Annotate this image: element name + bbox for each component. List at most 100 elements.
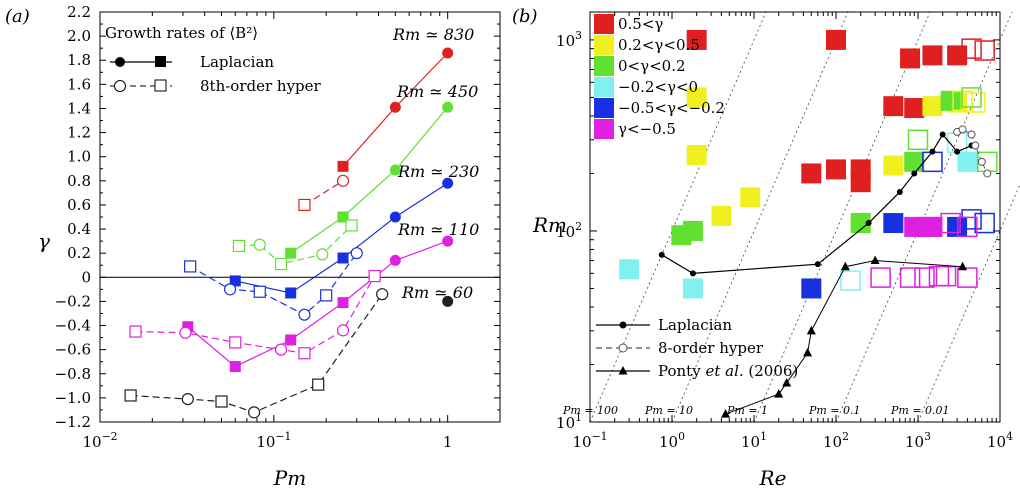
legend-line-label: Laplacian — [658, 316, 732, 334]
a-ytick-label: −1.2 — [55, 413, 91, 431]
hyper-line-rm60 — [130, 293, 383, 413]
filled-square — [883, 155, 904, 176]
panel-a-xlabel: Pm — [273, 466, 306, 490]
open-square — [974, 40, 995, 61]
hyper-square-rm110 — [368, 269, 381, 283]
filled-square — [686, 87, 707, 108]
legend-swatch — [594, 35, 614, 55]
laplacian-dot — [954, 148, 961, 155]
pm-line-label: Pm = 0.01 — [890, 404, 950, 417]
filled-square — [904, 216, 925, 237]
legend-marker-dot — [619, 321, 627, 329]
ponty-triangle — [840, 261, 850, 271]
filled-square — [711, 205, 732, 226]
panel-b-ylabel: Rm — [532, 213, 567, 237]
hyper-circle — [983, 169, 992, 178]
filled-square — [686, 144, 707, 165]
pm-line — [671, 11, 849, 423]
laplacian-line — [661, 133, 972, 274]
a-ytick-label: −0.8 — [55, 365, 91, 383]
open-square — [957, 216, 978, 238]
filled-square — [682, 278, 703, 299]
legend-square-hyper — [154, 79, 167, 92]
laplacian-dot — [658, 251, 665, 258]
laplacian-dot — [939, 131, 946, 138]
open-square — [974, 212, 995, 234]
laplacian-dot-rm830 — [389, 101, 401, 113]
ponty-triangle — [803, 347, 813, 357]
hyper-line-rm830 — [304, 180, 344, 206]
ponty-triangle — [721, 409, 731, 418]
a-ytick-label: 2.0 — [67, 27, 91, 45]
filled-square — [801, 163, 822, 184]
hyper-line-rm230 — [189, 252, 358, 316]
rm-label-60: Rm ≃ 60 — [401, 283, 473, 302]
hyper-square-rm230 — [320, 289, 333, 302]
laplacian-dot — [814, 261, 821, 268]
legend-swatch — [594, 119, 614, 139]
laplacian-square-rm230 — [229, 275, 241, 287]
panel-b-label: (b) — [512, 6, 538, 27]
hyper-circle — [971, 141, 980, 150]
b-ytick-label: 103 — [556, 29, 582, 50]
hyper-circle-rm60 — [248, 406, 261, 419]
legend-label: 0.2<γ<0.5 — [618, 36, 700, 54]
laplacian-square-rm230 — [285, 287, 297, 299]
legend-swatch — [594, 56, 614, 76]
rm-label-830: Rm ≃ 830 — [392, 25, 474, 44]
filled-square — [826, 29, 846, 50]
b-xtick-label: 102 — [823, 430, 849, 451]
filled-square — [850, 213, 871, 234]
hyper-square-rm830 — [298, 198, 311, 212]
ponty-triangle — [782, 378, 792, 387]
legend-circle-hyper — [114, 80, 126, 92]
hyper-square-rm110 — [298, 347, 311, 360]
panel-a: (a) γ Pm −1.2 −1.0 −0.8 −0.6 −0.4 −0.2 0 0.2 0.4… — [5, 3, 501, 490]
a-ytick-label: −1.0 — [55, 389, 91, 407]
hyper-circle — [967, 130, 976, 139]
b-ytick-label: 101 — [556, 411, 582, 432]
rm-label-110: Rm ≃ 110 — [397, 220, 479, 239]
laplacian-dot-rm230 — [442, 177, 454, 189]
a-ytick-label: −0.4 — [55, 317, 91, 335]
open-square — [840, 270, 861, 291]
rm-label-450: Rm ≃ 450 — [396, 82, 478, 101]
legend-swatch — [594, 98, 614, 118]
open-square — [935, 265, 957, 287]
pm-line — [589, 11, 767, 423]
a-xtick-label: 10−1 — [256, 430, 291, 451]
laplacian-dot — [865, 220, 872, 227]
filled-square — [740, 187, 761, 208]
a-ytick-label: 1.8 — [67, 51, 91, 69]
hyper-square-rm60 — [312, 378, 325, 391]
b-xtick-label: 104 — [987, 430, 1013, 451]
ponty-triangle — [958, 261, 968, 271]
filled-square — [883, 96, 904, 117]
hyper-square-rm110 — [229, 336, 242, 349]
laplacian-line-rm450 — [290, 106, 449, 254]
a-ytick-label: −0.2 — [55, 292, 91, 310]
hyper-circle-rm830 — [336, 174, 350, 187]
open-square — [922, 151, 943, 173]
hyper-circle-rm230 — [350, 247, 363, 260]
hyper-circle — [958, 125, 967, 134]
rm-labels: Rm ≃ 830 Rm ≃ 450 Rm ≃ 230 Rm ≃ 110 Rm ≃… — [392, 25, 479, 302]
legend-marker-triangle — [618, 366, 628, 375]
laplacian-dot-rm110 — [389, 254, 401, 266]
panel-a-frame — [99, 11, 501, 423]
filled-square — [619, 259, 640, 280]
ponty-line — [725, 260, 963, 415]
filled-square — [883, 213, 904, 234]
filled-square — [940, 90, 961, 111]
legend-label-hyper: 8th-order hyper — [200, 77, 322, 95]
hyper-square-rm450 — [274, 257, 288, 271]
laplacian-dot — [911, 170, 918, 177]
a-ytick-label: 1.0 — [67, 148, 91, 166]
laplacian-line-rm110 — [187, 240, 448, 368]
open-square — [957, 267, 978, 288]
legend-title: Growth rates of ⟨B²⟩ — [105, 24, 258, 42]
a-xtick-label: 10−2 — [82, 430, 117, 451]
b-xtick-label: 103 — [905, 430, 931, 451]
legend-label: 0<γ<0.2 — [618, 57, 686, 75]
